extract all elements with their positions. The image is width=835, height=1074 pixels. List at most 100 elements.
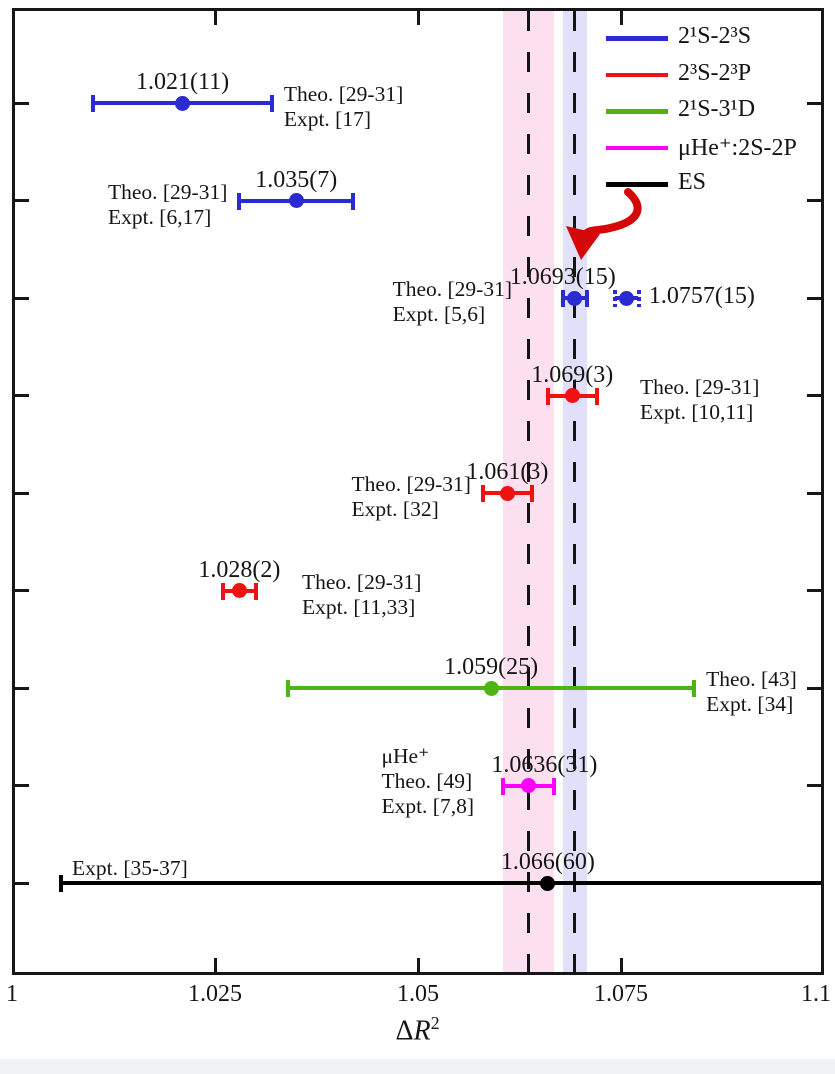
value-label: 1.035(7) <box>255 166 338 193</box>
reference-citation-line: Expt. [35-37] <box>72 856 188 880</box>
data-marker <box>483 680 499 696</box>
reference-citation-line: Theo. [29-31] <box>302 569 422 594</box>
legend-line-swatch <box>606 36 668 41</box>
value-label: 1.0693(15) <box>509 264 616 290</box>
data-marker <box>619 290 635 306</box>
x-tick-mark <box>213 958 217 972</box>
x-axis-label-superscript: 2 <box>430 1013 440 1033</box>
x-axis-label: ΔR2 <box>0 1013 835 1047</box>
x-tick-label: 1.05 <box>397 981 439 1007</box>
reference-citation-line: Expt. [10,11] <box>640 399 754 424</box>
legend-label: 2¹S-3¹D <box>678 96 756 122</box>
y-tick-mark <box>15 199 29 202</box>
legend-line-swatch <box>606 182 668 187</box>
reference-citation-line: Theo. [29-31] <box>107 179 228 204</box>
x-tick-mark <box>416 11 420 25</box>
value-label: 1.0636(31) <box>491 751 598 778</box>
error-bar-cap <box>286 680 291 697</box>
value-label: 1.0757(15) <box>648 283 755 309</box>
error-bar-cap <box>612 290 617 307</box>
error-bar-cap <box>501 777 506 795</box>
legend-label: 2¹S-2³S <box>678 23 752 49</box>
error-bar <box>60 881 821 885</box>
reference-citation-line: Theo. [29-31] <box>351 472 471 496</box>
x-tick-mark <box>213 11 217 25</box>
reference-citation-line: Expt. [7,8] <box>381 793 474 818</box>
data-marker <box>499 485 515 501</box>
reference-citation-line: Theo. [29-31] <box>283 82 404 106</box>
data-marker <box>231 583 247 598</box>
reference-citations: μHe⁺ Theo. [49] Expt. [7,8] <box>381 744 474 819</box>
error-bar-cap <box>692 680 697 697</box>
x-tick-label: 1.025 <box>188 981 242 1007</box>
value-label: 1.021(11) <box>135 69 230 95</box>
error-bar-cap <box>58 875 63 892</box>
legend-label: ES <box>678 169 707 195</box>
legend-item: ES <box>600 166 830 203</box>
reference-citation-line: Theo. [29-31] <box>640 374 760 399</box>
reference-citations: Theo. [29-31] Expt. [10,11] <box>640 375 759 425</box>
error-bar-cap <box>480 485 485 502</box>
legend-item: 2³S-2³P <box>600 57 830 94</box>
y-tick-mark <box>807 199 821 202</box>
reference-citations: Expt. [35-37] <box>72 856 188 881</box>
y-tick-mark <box>807 101 821 105</box>
x-tick-label: 1 <box>6 981 18 1007</box>
y-tick-mark <box>15 881 29 885</box>
y-tick-mark <box>15 784 29 787</box>
value-label: 1.028(2) <box>198 556 281 583</box>
reference-citations: Theo. [43] Expt. [34] <box>706 667 797 717</box>
error-bar-cap <box>269 95 274 112</box>
y-tick-mark <box>807 394 821 397</box>
error-bar-cap <box>237 192 242 210</box>
legend-line-swatch <box>606 72 668 77</box>
data-marker <box>567 290 583 306</box>
plot-border <box>12 8 824 975</box>
reference-citation-line: Expt. [5,6] <box>392 302 486 326</box>
legend-item: μHe⁺:2S-2P <box>600 130 830 167</box>
y-tick-mark <box>15 589 29 592</box>
error-bar-cap <box>91 95 96 112</box>
error-bar-cap <box>253 582 258 600</box>
value-label: 1.061(3) <box>466 459 549 485</box>
y-tick-mark <box>15 491 29 495</box>
legend-line-swatch <box>606 109 668 114</box>
x-tick-mark <box>416 958 420 972</box>
reference-citation-line: Theo. [43] <box>706 667 797 691</box>
data-marker <box>540 875 556 891</box>
reference-citations: Theo. [29-31] Expt. [11,33] <box>302 570 421 620</box>
reference-citation-line: Expt. [32] <box>351 497 439 521</box>
x-tick-label: 1.075 <box>594 981 648 1007</box>
reference-citation-line: Theo. [29-31] <box>392 277 512 301</box>
error-bar-cap <box>221 582 226 600</box>
reference-dashed-line <box>573 11 577 972</box>
error-bar-cap <box>551 777 556 795</box>
reference-citations: Theo. [29-31] Expt. [17] <box>284 82 403 132</box>
y-tick-mark <box>807 589 821 592</box>
y-tick-mark <box>15 296 29 300</box>
y-tick-mark <box>807 491 821 495</box>
y-tick-mark <box>15 686 29 690</box>
legend: 2¹S-2³S 2³S-2³P 2¹S-3¹D μHe⁺:2S-2P ES <box>600 20 830 203</box>
data-marker <box>288 193 304 208</box>
error-bar-cap <box>584 290 589 307</box>
legend-label: 2³S-2³P <box>678 59 752 86</box>
x-tick-mark <box>619 958 623 972</box>
x-tick-label: 1.1 <box>801 981 831 1007</box>
data-marker <box>520 778 536 793</box>
data-marker <box>564 388 580 403</box>
error-bar-cap <box>545 387 550 405</box>
y-tick-mark <box>807 686 821 690</box>
y-tick-mark <box>15 101 29 105</box>
value-label: 1.066(60) <box>500 849 595 875</box>
reference-citations: Theo. [29-31] Expt. [32] <box>352 472 471 522</box>
data-marker <box>175 95 191 111</box>
footer-strip <box>0 1059 835 1074</box>
reference-citation-line: Expt. [6,17] <box>107 204 212 229</box>
value-label: 1.059(25) <box>444 654 539 680</box>
error-bar-cap <box>529 485 534 502</box>
y-tick-mark <box>807 784 821 787</box>
error-bar-cap <box>594 387 599 405</box>
